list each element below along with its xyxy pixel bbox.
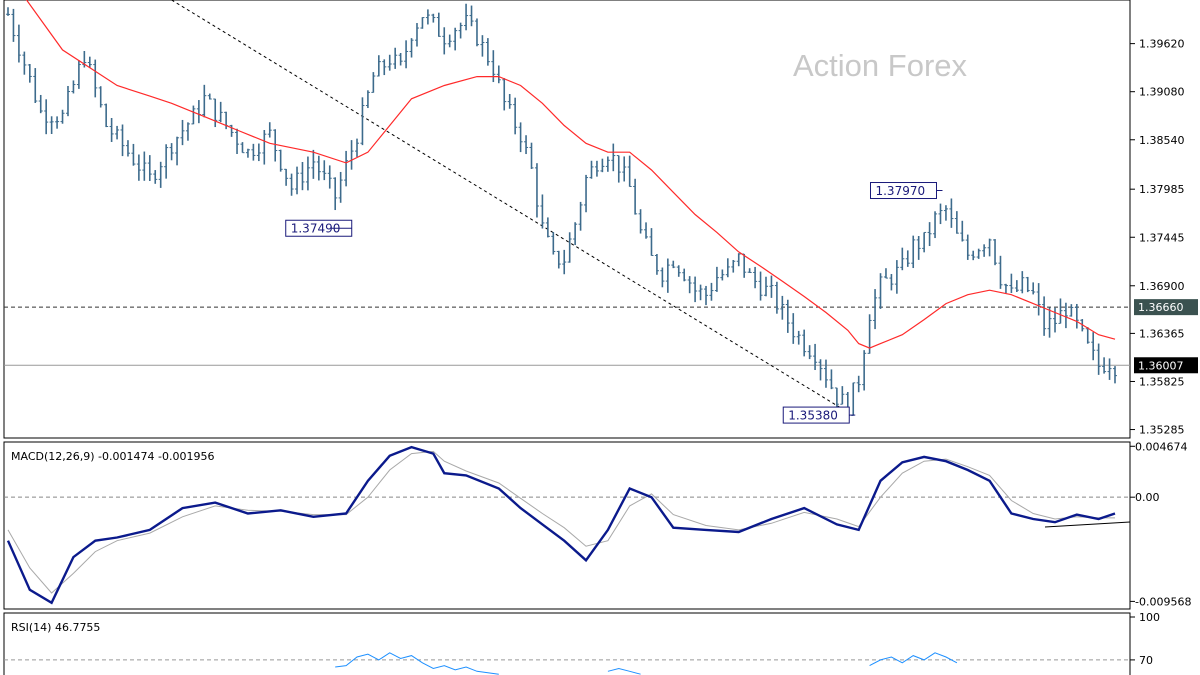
price-layer: 1.37490 1.35380 1.37970	[4, 0, 1130, 424]
watermark-text: Action Forex	[793, 48, 968, 83]
macd-signal-line	[7, 450, 1115, 594]
macd-title: MACD(12,26,9) -0.001474 -0.001956	[11, 450, 214, 463]
price-label-text: 1.37490	[291, 222, 341, 236]
macd-layer	[4, 445, 1131, 605]
level-tag	[1134, 299, 1198, 316]
price-label-text: 1.37970	[875, 184, 925, 198]
price-tick-label: 1.38540	[1139, 134, 1185, 147]
macd-panel	[3, 441, 1131, 610]
rsi-tick-label: 100	[1139, 611, 1160, 624]
rsi-title: RSI(14) 46.7755	[11, 621, 100, 634]
price-tick-label: 1.39080	[1139, 86, 1185, 99]
macd-main-line	[6, 445, 1116, 605]
price-label-text: 1.35380	[788, 409, 838, 423]
price-tick-label: 1.35285	[1139, 424, 1185, 437]
macd-trendline	[1044, 521, 1131, 528]
price-tick-label: 1.36900	[1139, 280, 1185, 293]
moving-average-line	[25, 0, 1116, 349]
price-tick-label: 1.35825	[1139, 375, 1185, 388]
price-tick-label: 1.39620	[1139, 38, 1185, 51]
price-tick-label: 1.36365	[1139, 327, 1185, 340]
axis-layer: 1.35285 1.35825 1.36365 1.36900 1.37445 1.379…	[1130, 38, 1198, 667]
level-tag-text: 1.36660	[1138, 301, 1184, 314]
macd-tick-label: -0.009568	[1135, 595, 1191, 608]
rsi-panel	[3, 612, 1131, 675]
level-tag	[1134, 357, 1198, 374]
price-tick-label: 1.37985	[1139, 183, 1185, 196]
macd-tick-label: 0.00	[1135, 491, 1160, 504]
level-tag-text: 1.36007	[1138, 359, 1184, 372]
rsi-tick-label: 70	[1139, 654, 1153, 667]
macd-tick-label: 0.004674	[1135, 440, 1188, 453]
rsi-layer	[4, 652, 1130, 675]
price-tick-label: 1.37445	[1139, 231, 1185, 244]
rsi-line	[607, 667, 641, 675]
rsi-line	[335, 652, 499, 675]
rsi-line	[869, 652, 958, 667]
